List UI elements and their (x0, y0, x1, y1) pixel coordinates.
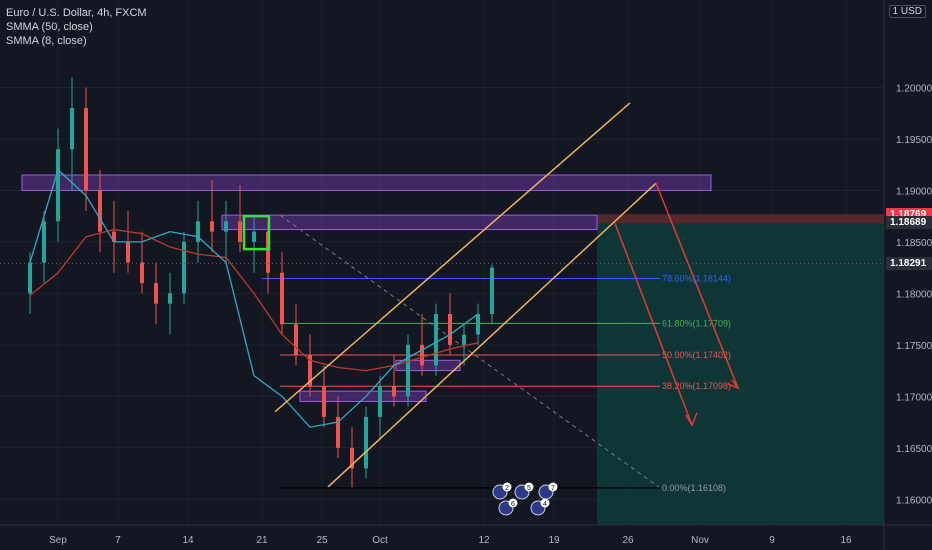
y-tick-label: 1.20000 (896, 84, 932, 95)
candle-body (154, 283, 158, 304)
fib-label: 50.00%(1.17402) (662, 350, 731, 360)
y-tick-label: 1.16000 (896, 495, 932, 506)
price-badge-last: 1.18291 (886, 257, 932, 271)
indicator-smma-50[interactable]: SMMA (50, close) (6, 21, 93, 33)
x-tick-label: 14 (182, 535, 194, 546)
fib-label: 61.80%(1.17709) (662, 318, 731, 328)
pattern-highlight-box (242, 214, 271, 251)
projection-arrow-1 (655, 182, 739, 389)
y-tick-label: 1.17000 (896, 392, 932, 403)
fib-trend-line (279, 214, 661, 489)
candle-body (266, 231, 270, 273)
candle-body (210, 221, 214, 232)
candle-body (364, 416, 368, 469)
event-badge-count: 7 (551, 485, 555, 492)
event-badge-count: 6 (511, 501, 515, 508)
candle-body (56, 149, 60, 222)
projection-arrowhead-2 (685, 412, 698, 427)
y-tick-label: 1.18000 (896, 289, 932, 300)
event-badge-count: 5 (527, 485, 531, 492)
candle-body (196, 221, 200, 242)
candle-body (84, 108, 88, 191)
candle-body (98, 190, 102, 232)
candle-body (280, 272, 284, 325)
x-tick-label: Oct (372, 535, 388, 546)
fib-label: 38.20%(1.17098) (662, 381, 731, 391)
candle-body (182, 241, 186, 294)
projection-arrow-2 (614, 223, 693, 426)
smma-8-line (29, 168, 479, 428)
candle-body (406, 344, 410, 397)
smma-50-line (29, 228, 479, 372)
y-tick-label: 1.18500 (896, 238, 932, 249)
candle-body (448, 313, 452, 345)
candle-body (238, 221, 242, 242)
indicator-smma-8[interactable]: SMMA (8, close) (6, 35, 87, 47)
candle-body (378, 386, 382, 417)
stop-zone (597, 214, 884, 224)
candle-body (126, 241, 130, 263)
event-badge-count: 2 (505, 485, 509, 492)
candle-body (350, 447, 354, 469)
event-badge-count-bg (502, 482, 512, 492)
x-tick-label: 26 (622, 535, 634, 546)
chart-legend: Euro / U.S. Dollar, 4h, FXCM SMMA (50, c… (6, 6, 147, 48)
candle-body (294, 324, 298, 356)
x-tick-label: Sep (49, 535, 67, 546)
x-tick-label: 7 (115, 535, 121, 546)
symbol-title[interactable]: Euro / U.S. Dollar, 4h, FXCM (6, 7, 147, 19)
candle-body (168, 293, 172, 304)
x-tick-label: 21 (256, 535, 268, 546)
y-tick-label: 1.19500 (896, 135, 932, 146)
channel-upper-line (274, 102, 631, 413)
y-tick-label: 1.19000 (896, 186, 932, 197)
candle-body (252, 231, 256, 242)
channel-lower-line (327, 182, 657, 488)
supply-zone-lower (221, 214, 598, 231)
event-badge-count-bg (508, 498, 518, 508)
candle-body (322, 386, 326, 417)
candle-body (434, 313, 438, 366)
fib-label: 0.00%(1.16108) (662, 483, 726, 493)
y-tick-label: 1.17500 (896, 341, 932, 352)
time-axis: Sep 7 14 21 25 Oct 12 19 26 Nov 9 16 (0, 524, 932, 546)
x-tick-label: 25 (316, 535, 328, 546)
candle-body (476, 313, 480, 335)
event-badge-count-bg (524, 482, 534, 492)
candle-body (112, 231, 116, 242)
candle-body (490, 267, 494, 314)
fib-label: 78.60%(1.18144) (662, 274, 731, 284)
candle-body (308, 355, 312, 387)
candle-body (140, 262, 144, 284)
price-axis-bg (884, 0, 932, 550)
candle-body (336, 416, 340, 448)
candle-body (28, 262, 32, 294)
x-tick-label: 12 (478, 535, 490, 546)
x-tick-label: 16 (840, 535, 852, 546)
drawings: 78.60%(1.18144)61.80%(1.17709)50.00%(1.1… (0, 77, 884, 525)
projection-arrowhead-1 (727, 379, 741, 390)
currency-selector[interactable]: 1 USD (888, 5, 926, 18)
y-tick-label: 1.16500 (896, 444, 932, 455)
supply-zone-upper (21, 174, 712, 191)
x-tick-label: 9 (769, 535, 775, 546)
event-badge-count-bg (540, 498, 550, 508)
candle-body (224, 221, 228, 232)
x-tick-label: 19 (548, 535, 560, 546)
candle-body (42, 221, 46, 263)
candle-body (462, 334, 466, 345)
candle-body (420, 344, 424, 366)
x-tick-label: Nov (691, 535, 709, 546)
event-badge-count: 4 (543, 501, 547, 508)
candle-body (392, 386, 396, 397)
target-zone (597, 223, 884, 525)
event-badge-count-bg (548, 482, 558, 492)
price-axis: 1.16000 1.16500 1.17000 1.17500 1.18000 1.185… (883, 0, 932, 550)
price-badge-level: 1.18689 (886, 216, 932, 230)
candle-body (70, 108, 74, 150)
